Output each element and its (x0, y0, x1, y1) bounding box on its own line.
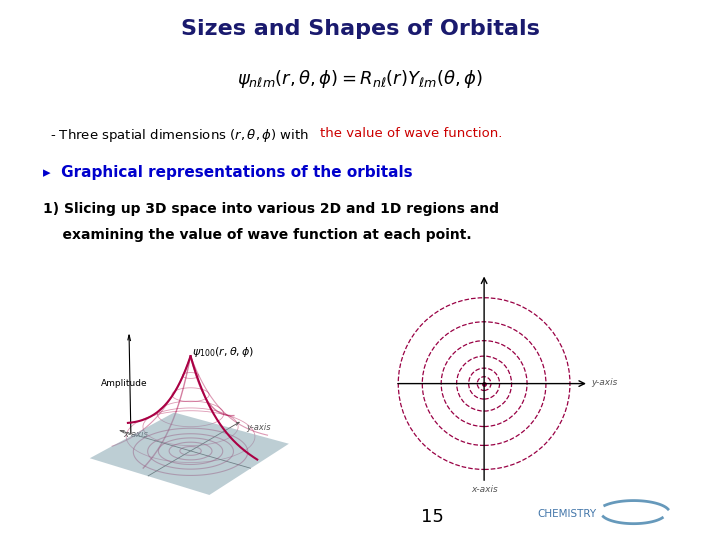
Text: Sizes and Shapes of Orbitals: Sizes and Shapes of Orbitals (181, 19, 539, 39)
Text: 15: 15 (420, 509, 444, 526)
Text: $\psi_{n\ell m}(r,\theta,\phi) = R_{n\ell}(r)Y_{\ell m}(\theta,\phi)$: $\psi_{n\ell m}(r,\theta,\phi) = R_{n\el… (237, 68, 483, 90)
Text: examining the value of wave function at each point.: examining the value of wave function at … (43, 228, 472, 242)
Text: the value of wave function.: the value of wave function. (320, 127, 503, 140)
Text: 1) Slicing up 3D space into various 2D and 1D regions and: 1) Slicing up 3D space into various 2D a… (43, 202, 499, 217)
Text: ▸  Graphical representations of the orbitals: ▸ Graphical representations of the orbit… (43, 165, 413, 180)
Text: x-axis: x-axis (472, 485, 498, 494)
Text: y-axis: y-axis (591, 378, 617, 387)
Text: CHEMISTRY: CHEMISTRY (537, 509, 596, 519)
Text: - Three spatial dimensions $(r,\theta,\phi)$ with: - Three spatial dimensions $(r,\theta,\p… (50, 127, 310, 144)
